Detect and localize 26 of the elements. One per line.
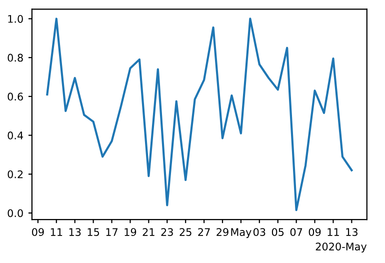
x-tick-label: 11 [50,228,62,236]
x-tick-label: 27 [198,228,210,236]
text: 2020-May [316,242,367,252]
x-tick-label: 07 [290,228,302,236]
x-tick-label: 05 [272,228,284,236]
x-tick-label: 11 [328,228,339,236]
x-tick-label: 25 [180,228,192,236]
x-tick-label: 09 [308,228,321,236]
y-tick-label: 0.4 [8,132,24,140]
x-tick-label: May [231,228,252,238]
x-tick-label: 17 [106,228,118,236]
y-tick-label: 0.8 [8,54,23,62]
y-tick-label: 0.0 [8,209,23,218]
x-tick-label: 13 [346,228,358,236]
x-tick-label: 19 [124,228,136,236]
x-tick-label: 15 [88,228,100,236]
y-tick-label: 0.2 [8,170,23,178]
x-tick-label: 23 [161,228,173,236]
line-series [46,18,353,212]
y-tick-label: 1.0 [8,14,23,23]
y-tick-label: 0.6 [8,92,23,101]
x-tick-label: 09 [32,228,44,236]
x-tick-label: 13 [69,228,81,236]
x-tick-label: 03 [253,228,266,236]
x-tick-label: 21 [142,228,154,236]
x-tick-label: 29 [216,228,228,236]
